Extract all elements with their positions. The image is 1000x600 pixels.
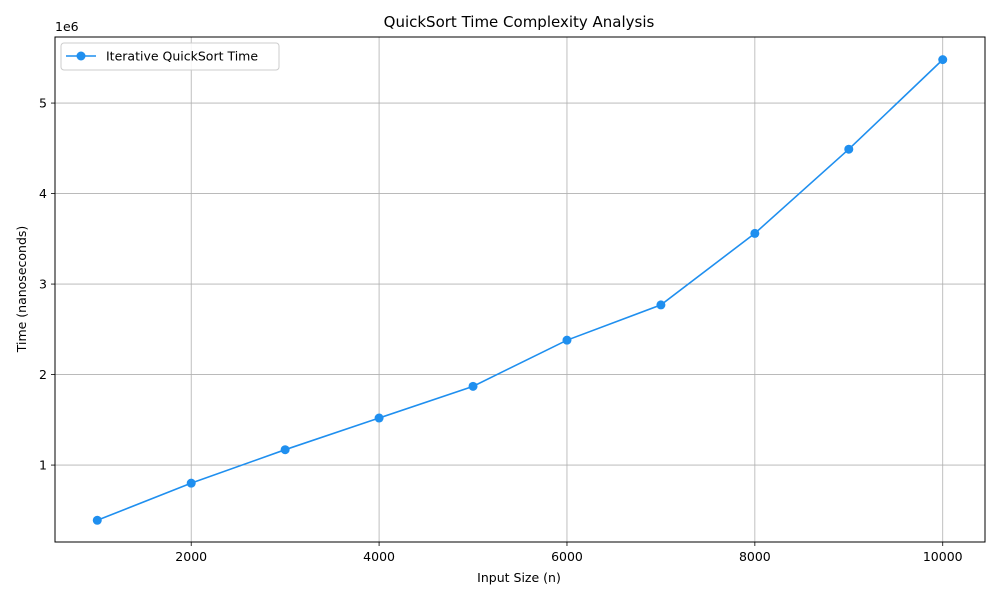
x-tick-label: 4000	[363, 549, 395, 564]
legend-marker-swatch	[76, 51, 86, 61]
plot-frame	[54, 36, 986, 543]
x-tick-label: 10000	[923, 549, 963, 564]
grid	[55, 37, 985, 542]
data-point	[468, 381, 478, 391]
series-line	[96, 59, 944, 522]
y-tick-label: 5	[39, 96, 47, 111]
data-point	[280, 445, 290, 455]
data-point	[562, 335, 572, 345]
data-point	[374, 413, 384, 423]
y-offset-label: 1e6	[55, 19, 79, 34]
series-layer	[92, 55, 948, 525]
y-tick-label: 3	[39, 277, 47, 292]
x-axis: 2000 4000 6000 8000 10000	[175, 542, 963, 564]
data-point	[656, 300, 666, 310]
legend: Iterative QuickSort Time	[60, 42, 280, 71]
y-axis-label: Time (nanoseconds)	[14, 226, 29, 354]
data-point	[844, 144, 854, 154]
data-point	[750, 228, 760, 238]
x-tick-label: 2000	[175, 549, 207, 564]
data-point	[92, 515, 102, 525]
legend-box	[60, 42, 280, 71]
x-axis-label: Input Size (n)	[477, 570, 561, 585]
x-tick-label: 6000	[551, 549, 583, 564]
chart-title: QuickSort Time Complexity Analysis	[384, 13, 655, 31]
y-tick-label: 2	[39, 367, 47, 382]
data-point	[938, 55, 948, 65]
y-tick-label: 1	[39, 458, 47, 473]
data-point	[186, 478, 196, 488]
y-axis: 1 2 3 4 5	[39, 96, 55, 473]
y-tick-label: 4	[39, 186, 47, 201]
x-tick-label: 8000	[739, 549, 771, 564]
legend-label: Iterative QuickSort Time	[106, 49, 258, 64]
